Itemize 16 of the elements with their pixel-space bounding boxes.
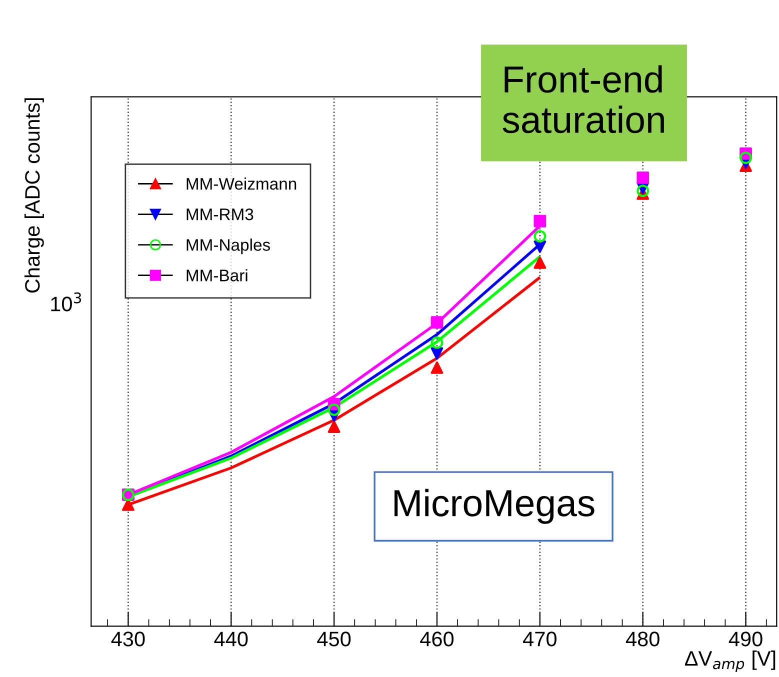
y-axis-title: Charge [ADC counts] [24, 98, 44, 293]
text: 10$^{3}$ [51, 292, 82, 312]
legend-label: MM-Bari [186, 269, 248, 282]
x-tick-label: 480 [626, 632, 660, 646]
text: Front-end saturation [502, 65, 664, 134]
x-tick-label: 450 [317, 632, 351, 646]
x-tick-label: 490 [728, 632, 762, 646]
legend-label: MM-RM3 [186, 208, 254, 220]
x-tick-label: 470 [523, 632, 556, 646]
legend-label: MM-Weizmann [186, 178, 296, 190]
legend-label: MM-Naples [186, 238, 270, 254]
x-axis-title: ΔV$_{amp}$ [V] [684, 650, 776, 672]
x-tick-label: 440 [214, 632, 248, 646]
annotation: MicroMegas [394, 488, 594, 524]
x-tick-label: 460 [420, 632, 454, 646]
x-tick-label: 430 [111, 632, 145, 646]
